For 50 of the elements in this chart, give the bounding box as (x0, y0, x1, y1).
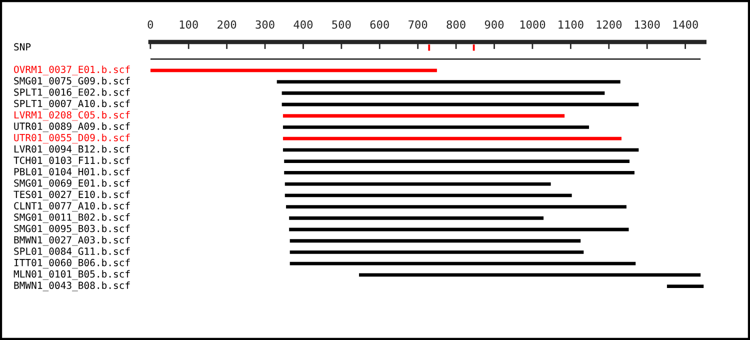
y-tick-label: SPL01_0084_G11.b.scf (14, 247, 130, 258)
bar (282, 148, 639, 152)
y-tick-label: LVR01_0094_B12.b.scf (14, 145, 130, 155)
y-tick-label: UTR01_0089_A09.b.scf (14, 122, 130, 132)
y-tick-label: ITT01_0060_B06.b.scf (14, 258, 130, 268)
bar (289, 216, 544, 220)
bar (284, 160, 630, 164)
y-tick-label: BMWN1_0027_A03.b.scf (14, 236, 130, 246)
y-tick-label: SPLT1_0007_A10.b.scf (14, 100, 130, 110)
bar (290, 250, 584, 254)
bar (282, 126, 590, 129)
x-tick-label: 100 (180, 20, 198, 29)
x-tick-label: 600 (370, 20, 389, 29)
x-tick-label: 0 (148, 20, 154, 29)
y-tick-label: SPLT1_0016_E02.b.scf (14, 88, 130, 98)
x-tick-label: 800 (446, 20, 466, 29)
bar (284, 182, 551, 186)
y-tick-label: SMG01_0011_B02.b.scf (14, 213, 130, 223)
x-tick-label: 1400 (673, 20, 698, 29)
bar (290, 262, 636, 266)
y-tick-label: LVRM1_0208_C05.b.scf (14, 111, 130, 121)
bar (282, 91, 605, 95)
bar (284, 170, 634, 174)
x-tick-label: 1100 (558, 20, 584, 29)
x-tick-label: 500 (332, 20, 351, 29)
bar (276, 80, 620, 84)
y-tick-label: TCH01_0103_F11.b.scf (14, 156, 130, 166)
y-tick-label: BMWN1_0043_B08.b.scf (14, 281, 130, 292)
y-tick-label: UTR01_0055_D09.b.scf (14, 134, 130, 144)
bar (666, 284, 704, 288)
x-tick-label: 300 (256, 20, 274, 29)
bar (286, 205, 626, 208)
x-tick-label: 1200 (596, 20, 622, 29)
y-tick-label: TES01_0027_E10.b.scf (14, 190, 130, 200)
x-tick-label: 700 (408, 20, 428, 29)
bar (284, 194, 572, 198)
x-tick-label: 400 (294, 20, 313, 29)
y-tick-label: SMG01_0069_E01.b.scf (14, 179, 130, 189)
y-tick-label: MLN01_0101_B05.b.scf (14, 270, 130, 280)
y-tick-label: SMG01_0075_G09.b.scf (14, 76, 130, 87)
y-tick-label: SMG01_0095_B03.b.scf (14, 224, 130, 234)
x-tick-label: 900 (484, 20, 504, 29)
x-tick-label: 1300 (635, 20, 660, 29)
y-tick-label: OVRM1_0037_E01.b.scf (14, 66, 130, 76)
x-tick-label: 200 (218, 20, 236, 29)
y-tick-label: SNP (14, 43, 31, 51)
y-tick-label: CLNT1_0077_A10.b.scf (14, 202, 130, 212)
bar (290, 239, 581, 243)
y-tick-label: PBL01_0104_H01.b.scf (14, 168, 130, 178)
x-tick-label: 1000 (520, 20, 546, 29)
